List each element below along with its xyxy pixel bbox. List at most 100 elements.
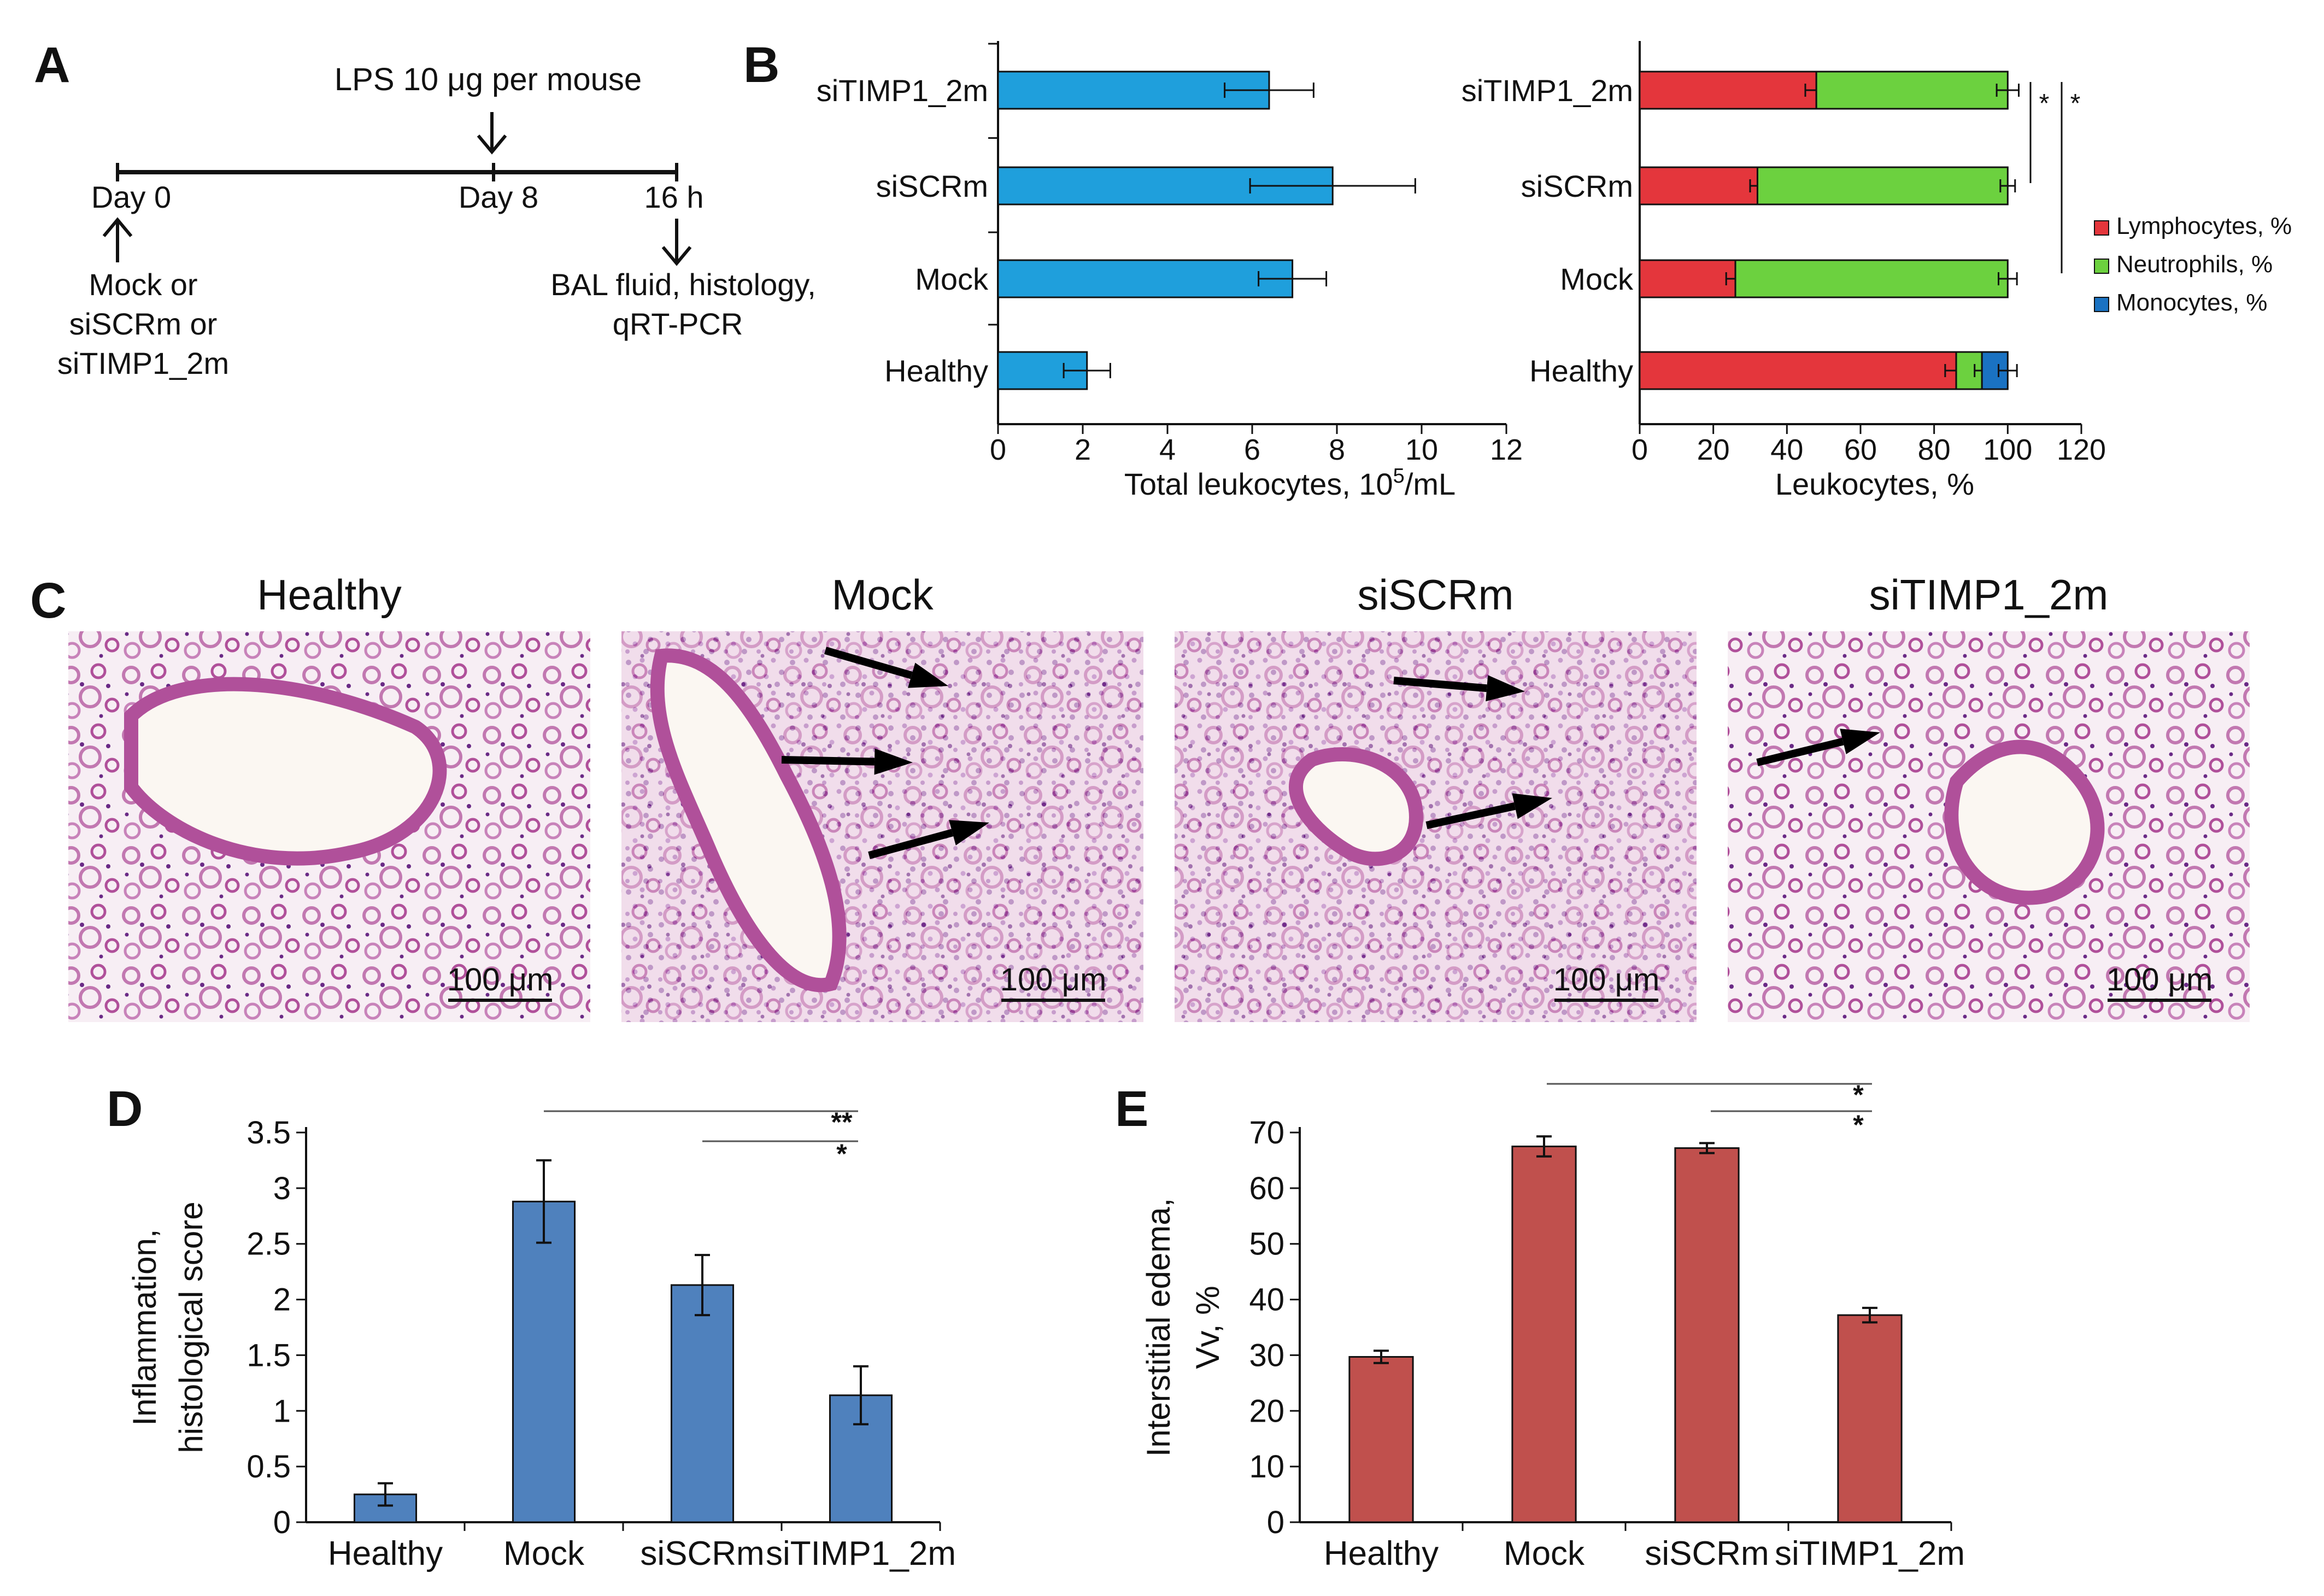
b-right-x-tick-label: 40: [1770, 433, 1803, 466]
bar: [1511, 1145, 1577, 1523]
lps-arrow: [477, 112, 507, 155]
b-left-x-axis-label: Total leukocytes, 105/mL: [1124, 465, 1456, 501]
y-tick-label: 3.5: [247, 1115, 291, 1151]
composition-segment-lymphocytes: [1639, 71, 1817, 110]
leukocyte-bar: [997, 259, 1294, 298]
b-left-x-tick-label: 2: [1075, 433, 1091, 466]
histology-title: siTIMP1_2m: [1869, 571, 2109, 619]
panel-a-timeline: A LPS 10 μg per mouse Day 0 Day 8 16 h M…: [34, 37, 816, 380]
y-tick-label: 70: [1249, 1115, 1284, 1151]
b-left-x-tick-label: 8: [1329, 433, 1345, 466]
b-left-category-label: Mock: [915, 262, 989, 296]
composition-segment-lymphocytes: [1639, 166, 1758, 206]
b-left-x-label-sup: 5: [1393, 465, 1405, 488]
b-left-x-tick-label: 10: [1405, 433, 1438, 466]
legend-label: Neutrophils, %: [2116, 251, 2273, 278]
scale-bar-label: 100 μm: [2106, 962, 2213, 998]
b-right-x-tick-label: 60: [1844, 433, 1877, 466]
legend-swatch: [2094, 220, 2109, 236]
y-tick-label: 20: [1249, 1393, 1284, 1429]
collection-arrow: [661, 219, 692, 266]
panel-letter-a: A: [34, 37, 70, 93]
x-category-label: Healthy: [328, 1535, 443, 1572]
y-tick-label: 2: [273, 1282, 291, 1318]
b-right-category-label: Mock: [1560, 262, 1634, 296]
infiltrate-arrow-head: [874, 748, 913, 775]
composition-segment-neutrophils: [1955, 351, 1983, 390]
x-category-label: Mock: [1504, 1535, 1585, 1572]
treatment-note-3: siTIMP1_2m: [57, 346, 229, 380]
legend-label: Monocytes, %: [2116, 289, 2267, 316]
y-tick-label: 60: [1249, 1171, 1284, 1206]
x-category-label: Mock: [503, 1535, 585, 1572]
legend-swatch: [2094, 259, 2109, 274]
b-left-category-label: siTIMP1_2m: [817, 73, 988, 108]
b-left-category-label: siSCRm: [876, 169, 988, 203]
infiltrate-arrow-shaft: [1393, 677, 1487, 693]
collection-note-1: BAL fluid, histology,: [550, 267, 816, 302]
y-tick-label: 10: [1249, 1449, 1284, 1484]
composition-segment-lymphocytes: [1639, 259, 1736, 298]
collection-note-2: qRT-PCR: [613, 307, 743, 341]
composition-legend: Lymphocytes, % Neutrophils, % Monocytes, %: [2094, 213, 2292, 316]
b-right-x-tick-label: 80: [1918, 433, 1951, 466]
histology-row: Healthy 100 μm Mock 100 μm siSCRm 100 μm siTIM…: [68, 571, 2250, 1022]
y-axis-label: Inflammation,: [126, 1229, 163, 1425]
bar: [1674, 1147, 1740, 1523]
y-axis-label: histological score: [173, 1201, 209, 1453]
infiltrate-arrow-shaft: [824, 647, 913, 679]
b-left-x-label-prefix: Total leukocytes, 10: [1124, 467, 1393, 501]
infiltrate-arrow-shaft: [781, 756, 875, 766]
b-left-x-tick-label: 6: [1244, 433, 1260, 466]
b-left-x-tick-label: 12: [1490, 433, 1523, 466]
chart-leukocyte-composition: siTIMP1_2m siSCRm Mock Healthy 0 20 40 60 80 100 1…: [1462, 41, 2106, 501]
16h-label: 16 h: [644, 180, 704, 214]
day8-label: Day 8: [459, 180, 538, 214]
b-right-category-label: siTIMP1_2m: [1462, 73, 1633, 108]
b-right-x-tick-label: 20: [1697, 433, 1730, 466]
chart-interstitial-edema: 0 10 20 30 40 50 60 70 Healthy Mock siSCRm siTIMP1_…: [1140, 1079, 1965, 1572]
bar: [512, 1200, 576, 1523]
y-axis-label: Vv, %: [1189, 1286, 1226, 1369]
scale-bar-label: 100 μm: [1553, 962, 1660, 998]
x-category-label: Healthy: [1324, 1535, 1439, 1572]
infiltrate-arrow-shaft: [1425, 802, 1516, 829]
panel-letter-b: B: [743, 37, 779, 93]
treatment-note-2: siSCRm or: [69, 307, 218, 341]
airway-lumen: [1944, 740, 2105, 905]
panel-letter-d: D: [107, 1081, 143, 1137]
b-right-x-axis-label: Leukocytes, %: [1775, 467, 1974, 501]
significance-asterisk: *: [2039, 89, 2050, 118]
bar: [670, 1284, 735, 1523]
b-right-category-label: siSCRm: [1521, 169, 1633, 203]
x-category-label: siTIMP1_2m: [766, 1535, 956, 1572]
treatment-note-1: Mock or: [89, 267, 197, 302]
b-left-x-tick-label: 0: [990, 433, 1006, 466]
treatment-arrow: [102, 217, 133, 262]
b-left-x-label-suffix: /mL: [1405, 467, 1456, 501]
lps-dose-label: LPS 10 μg per mouse: [334, 62, 642, 97]
significance-marker: *: [1853, 1110, 1864, 1140]
y-tick-label: 0: [273, 1505, 291, 1540]
y-axis-label: Interstitial edema,: [1140, 1198, 1177, 1457]
legend-label: Lymphocytes, %: [2116, 213, 2292, 239]
infiltrate-arrow-shaft: [1756, 737, 1844, 766]
day0-label: Day 0: [91, 180, 171, 214]
histology-title: siSCRm: [1358, 571, 1514, 619]
significance-marker: *: [836, 1139, 847, 1169]
infiltrate-arrow-head: [908, 662, 948, 688]
infiltrate-arrow-head: [1512, 793, 1552, 819]
b-right-x-tick-label: 120: [2057, 433, 2106, 466]
airway-lumen: [1289, 747, 1423, 866]
b-right-category-label: Healthy: [1529, 354, 1633, 388]
y-tick-label: 0.5: [247, 1449, 291, 1484]
significance-marker: **: [831, 1107, 853, 1137]
y-tick-label: 30: [1249, 1337, 1284, 1373]
x-category-label: siSCRm: [1645, 1535, 1769, 1572]
histology-title: Healthy: [257, 571, 401, 619]
composition-segment-neutrophils: [1756, 166, 2009, 206]
infiltrate-arrow-head: [1486, 675, 1525, 702]
panel-letter-e: E: [1115, 1081, 1148, 1137]
composition-segment-neutrophils: [1734, 259, 2009, 298]
